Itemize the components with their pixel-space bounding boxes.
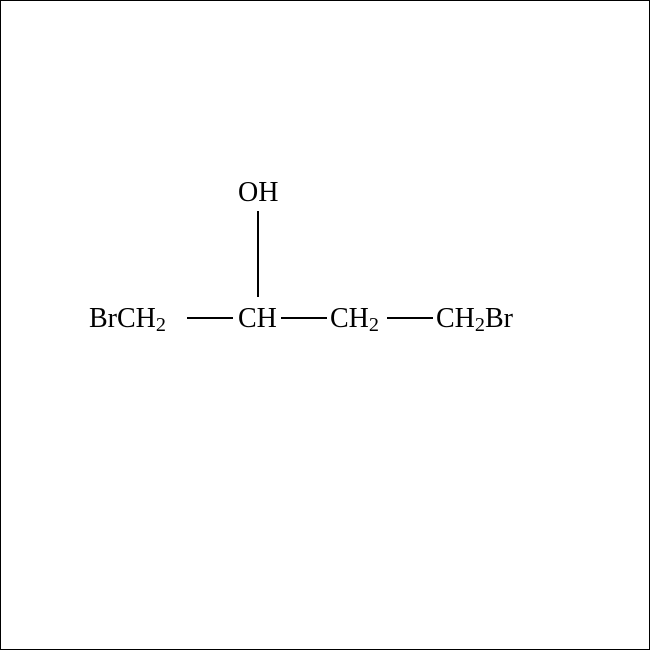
atom-ch2br: CH2Br [436,305,513,333]
label-brch2-a: BrCH [89,303,156,334]
atom-ch: CH [238,305,277,333]
label-ch2mid-sub: 2 [369,314,379,336]
label-ch: CH [238,303,277,334]
label-ch2br-sub: 2 [475,314,485,336]
label-ch2br-b: Br [485,303,513,334]
label-brch2-sub: 2 [156,314,166,336]
chemical-structure-canvas: OH BrCH2 CH CH2 CH2Br [0,0,650,650]
atom-ch2-mid: CH2 [330,305,379,333]
bond-h2 [281,317,327,319]
bond-h1 [187,317,233,319]
atom-brch2: BrCH2 [89,305,166,333]
label-oh: OH [238,177,278,208]
bond-h3 [387,317,433,319]
atom-oh: OH [238,179,278,207]
bond-vertical [257,211,259,297]
label-ch2mid-a: CH [330,303,369,334]
label-ch2br-a: CH [436,303,475,334]
